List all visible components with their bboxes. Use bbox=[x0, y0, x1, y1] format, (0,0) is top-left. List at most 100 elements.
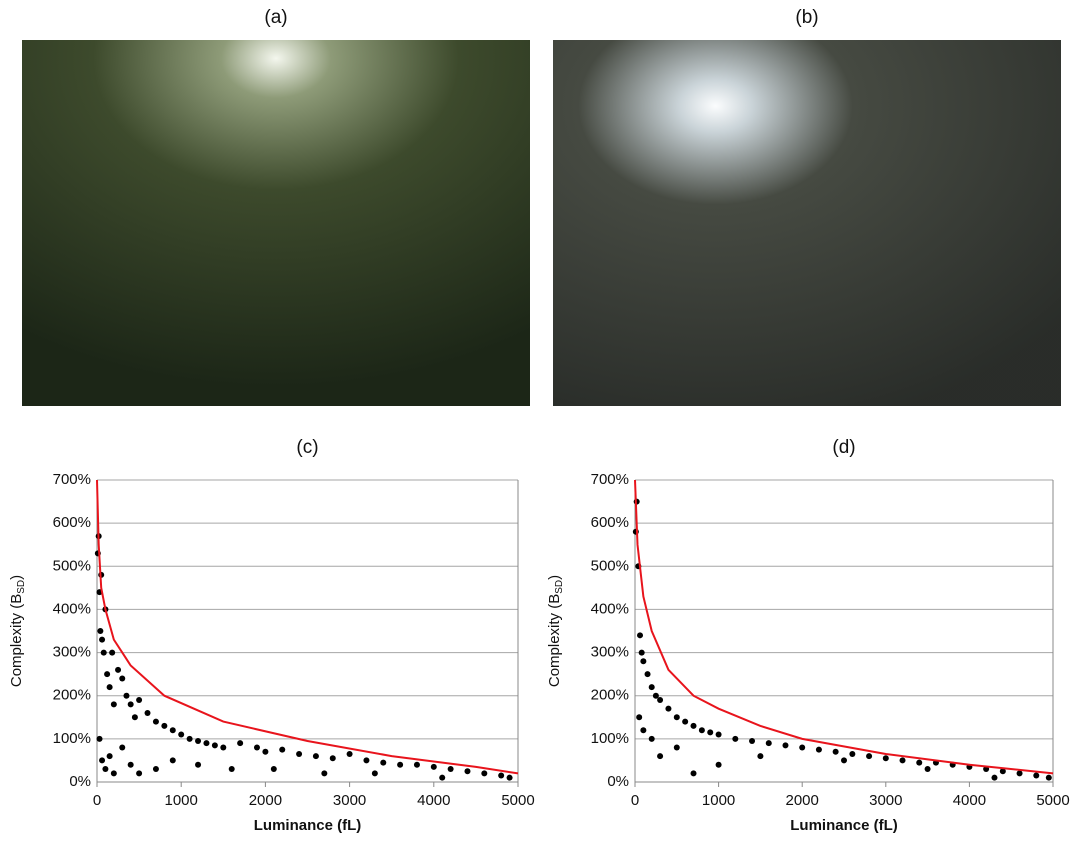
point bbox=[203, 740, 210, 747]
point bbox=[329, 755, 336, 762]
point bbox=[638, 649, 645, 656]
point bbox=[640, 727, 647, 734]
point bbox=[439, 774, 446, 781]
point bbox=[657, 753, 664, 760]
y-axis-label: Complexity (BSD) bbox=[8, 575, 27, 687]
point bbox=[136, 697, 143, 704]
y-tick-label: 200% bbox=[53, 687, 91, 704]
x-tick-label: 1000 bbox=[165, 792, 198, 809]
point bbox=[119, 675, 126, 682]
point bbox=[665, 705, 672, 712]
y-tick-label: 500% bbox=[53, 557, 91, 574]
y-axis-label-main: Complexity (B bbox=[8, 594, 25, 687]
y-axis-label: Complexity (BSD) bbox=[546, 575, 565, 687]
y-tick-label: 700% bbox=[591, 471, 629, 488]
point bbox=[186, 735, 193, 742]
point bbox=[924, 766, 931, 773]
x-tick-label: 4000 bbox=[953, 792, 986, 809]
point bbox=[380, 759, 387, 766]
point bbox=[690, 722, 697, 729]
point bbox=[106, 753, 113, 760]
photo bbox=[22, 40, 530, 406]
point bbox=[270, 766, 277, 773]
y-tick-label: 100% bbox=[591, 730, 629, 747]
point bbox=[991, 774, 998, 781]
x-axis-label: Luminance (fL) bbox=[790, 817, 898, 834]
point bbox=[757, 753, 764, 760]
point bbox=[682, 718, 689, 725]
point bbox=[363, 757, 370, 764]
x-tick-label: 5000 bbox=[1036, 792, 1069, 809]
point bbox=[1045, 774, 1052, 781]
y-axis-label-end: ) bbox=[546, 575, 563, 580]
point bbox=[123, 692, 130, 699]
point bbox=[732, 735, 739, 742]
point bbox=[169, 757, 176, 764]
point bbox=[673, 714, 680, 721]
point bbox=[832, 748, 839, 755]
point bbox=[447, 766, 454, 773]
photo-overlay bbox=[553, 40, 1061, 406]
chart-title: (d) bbox=[832, 437, 855, 458]
x-tick-label: 0 bbox=[93, 792, 101, 809]
point bbox=[690, 770, 697, 777]
point bbox=[636, 714, 643, 721]
point bbox=[644, 671, 651, 678]
point bbox=[371, 770, 378, 777]
point bbox=[799, 744, 806, 751]
envelope-line bbox=[96, 479, 519, 775]
point bbox=[397, 761, 404, 768]
point bbox=[430, 763, 437, 770]
point bbox=[119, 744, 126, 751]
x-axis-label: Luminance (fL) bbox=[254, 817, 362, 834]
x-tick-label: 4000 bbox=[417, 792, 450, 809]
point bbox=[253, 744, 260, 751]
point bbox=[673, 744, 680, 751]
y-tick-label: 400% bbox=[53, 600, 91, 617]
x-tick-label: 1000 bbox=[702, 792, 735, 809]
point bbox=[652, 692, 659, 699]
point bbox=[102, 766, 109, 773]
point bbox=[321, 770, 328, 777]
x-tick-label: 3000 bbox=[869, 792, 902, 809]
point bbox=[506, 774, 513, 781]
point bbox=[169, 727, 176, 734]
y-tick-label: 100% bbox=[53, 730, 91, 747]
y-tick-label: 600% bbox=[53, 514, 91, 531]
point bbox=[237, 740, 244, 747]
point bbox=[131, 714, 138, 721]
point bbox=[220, 744, 227, 751]
point bbox=[110, 701, 117, 708]
y-tick-label: 0% bbox=[69, 773, 91, 790]
y-axis-label-end: ) bbox=[8, 575, 25, 580]
x-tick-label: 2000 bbox=[249, 792, 282, 809]
point bbox=[637, 632, 644, 639]
y-tick-label: 0% bbox=[607, 773, 629, 790]
y-tick-label: 600% bbox=[591, 514, 629, 531]
y-tick-label: 400% bbox=[591, 600, 629, 617]
photo-label: (a) bbox=[264, 7, 287, 28]
point bbox=[648, 684, 655, 691]
point bbox=[648, 735, 655, 742]
point bbox=[715, 731, 722, 738]
x-tick-label: 5000 bbox=[501, 792, 534, 809]
point bbox=[97, 628, 104, 634]
point bbox=[849, 750, 856, 757]
point bbox=[657, 697, 664, 704]
point bbox=[999, 768, 1006, 775]
point bbox=[109, 649, 116, 656]
point bbox=[498, 772, 505, 779]
point bbox=[640, 658, 647, 665]
x-tick-label: 0 bbox=[631, 792, 639, 809]
point bbox=[161, 722, 168, 729]
point bbox=[127, 761, 134, 768]
point bbox=[782, 742, 789, 749]
point bbox=[96, 735, 103, 742]
point bbox=[99, 636, 106, 643]
point bbox=[211, 742, 218, 749]
point bbox=[346, 750, 353, 757]
point bbox=[481, 770, 488, 777]
photo-label: (b) bbox=[795, 7, 818, 28]
point bbox=[841, 757, 847, 764]
point bbox=[765, 740, 772, 747]
